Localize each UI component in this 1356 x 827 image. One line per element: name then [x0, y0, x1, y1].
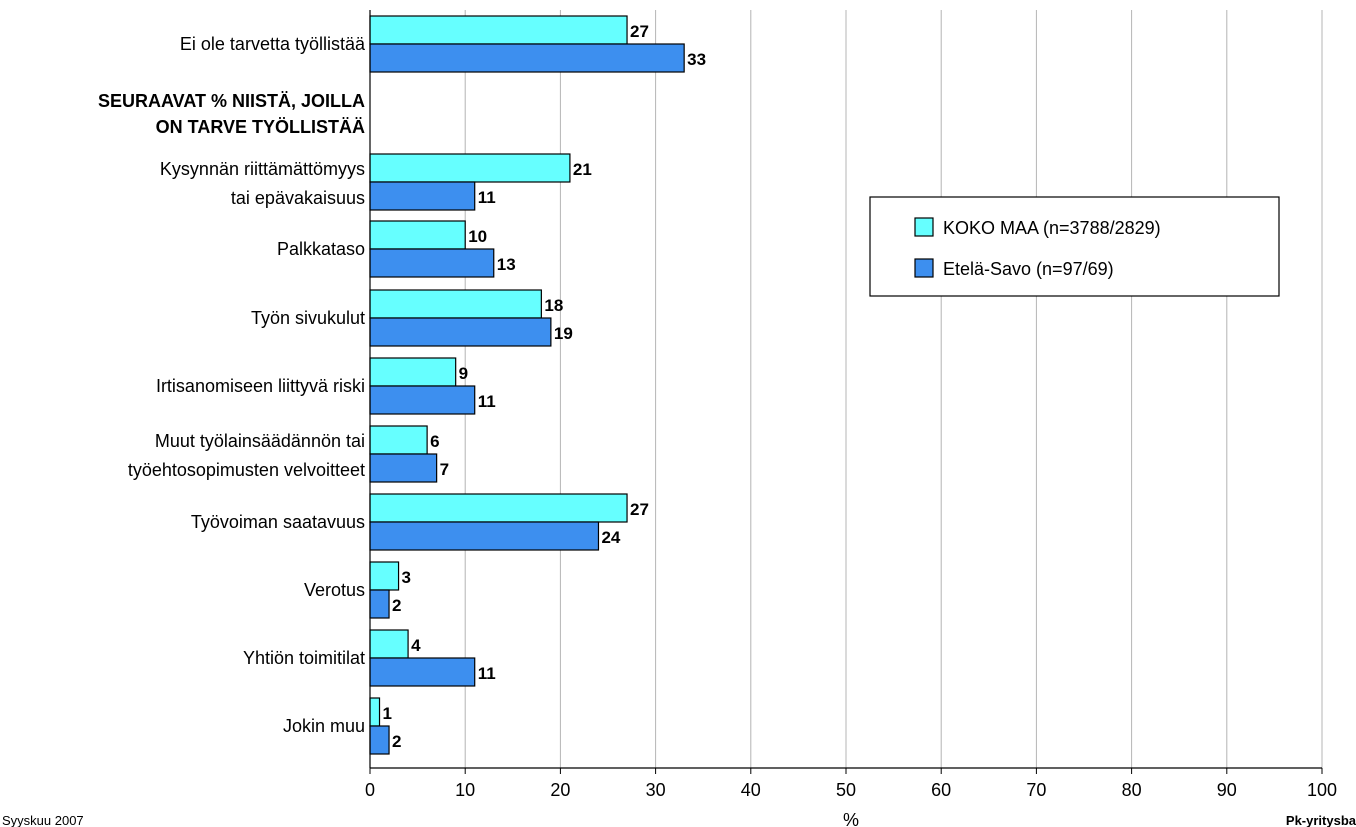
bar-koko-maa: [369, 357, 457, 387]
value-label: 4: [411, 636, 421, 655]
bar-etela-savo: [369, 589, 390, 619]
x-tick-label: 50: [836, 780, 856, 800]
value-label: 11: [478, 188, 496, 207]
x-tick-label: 90: [1217, 780, 1237, 800]
value-label: 19: [554, 324, 573, 343]
x-tick-labels: 0 10 20 30 40 50 60 70 80 90 100: [365, 780, 1337, 800]
value-label: 24: [601, 528, 620, 547]
category-label: Työvoiman saatavuus: [191, 512, 365, 532]
bar-etela-savo: [369, 317, 552, 347]
value-label: 11: [478, 392, 496, 411]
bars: [369, 15, 685, 755]
bar-etela-savo: [369, 657, 476, 687]
value-label: 3: [402, 568, 411, 587]
footer-date: Syyskuu 2007: [2, 813, 84, 827]
value-label: 6: [430, 432, 439, 451]
x-tick-label: 0: [365, 780, 375, 800]
value-label: 18: [544, 296, 563, 315]
bar-etela-savo: [369, 43, 685, 73]
category-labels: Ei ole tarvetta työllistää Kysynnän riitt…: [128, 34, 366, 736]
value-label: 13: [497, 255, 516, 274]
category-label: Yhtiön toimitilat: [243, 648, 365, 668]
category-label: Palkkataso: [277, 239, 365, 259]
bar-etela-savo: [369, 385, 476, 415]
footer-source: Pk-yritysba: [1286, 813, 1356, 827]
x-axis-title: %: [843, 810, 859, 827]
bar-koko-maa: [369, 220, 466, 250]
x-tick-label: 60: [931, 780, 951, 800]
section-heading: SEURAAVAT % NIISTÄ, JOILLA ON TARVE TYÖLL…: [98, 91, 365, 137]
value-label: 1: [383, 704, 392, 723]
gridlines: [464, 10, 1323, 768]
value-label: 2: [392, 596, 401, 615]
value-label: 27: [630, 22, 649, 41]
value-label: 33: [687, 50, 706, 69]
category-label: Muut työlainsäädännön tai työehtosopimust…: [128, 431, 365, 480]
bar-koko-maa: [369, 493, 628, 523]
legend-label: KOKO MAA (n=3788/2829): [943, 218, 1161, 238]
bar-etela-savo: [369, 248, 495, 278]
x-tick-label: 10: [455, 780, 475, 800]
bar-etela-savo: [369, 521, 600, 551]
bar-etela-savo: [369, 725, 390, 755]
bar-koko-maa: [369, 629, 409, 659]
value-label: 7: [440, 460, 449, 479]
bar-etela-savo: [369, 181, 476, 211]
value-label: 9: [459, 364, 468, 383]
legend-box: [869, 196, 1280, 297]
x-tick-label: 30: [646, 780, 666, 800]
bar-koko-maa: [369, 697, 381, 727]
x-tick-label: 100: [1307, 780, 1337, 800]
x-tick-label: 80: [1122, 780, 1142, 800]
bar-koko-maa: [369, 15, 628, 45]
value-label: 21: [573, 160, 592, 179]
bar-koko-maa: [369, 153, 571, 183]
bar-koko-maa: [369, 289, 542, 319]
category-label: Työn sivukulut: [251, 308, 365, 328]
category-label: Irtisanomiseen liittyvä riski: [156, 376, 365, 396]
category-label: Ei ole tarvetta työllistää: [180, 34, 366, 54]
bar-koko-maa: [369, 561, 400, 591]
bar-etela-savo: [369, 453, 438, 483]
x-tick-label: 40: [741, 780, 761, 800]
value-label: 27: [630, 500, 649, 519]
category-label: Kysynnän riittämättömyys tai epävakaisuus: [160, 159, 365, 208]
value-label: 2: [392, 732, 401, 751]
value-label: 11: [478, 664, 496, 683]
category-label: Jokin muu: [283, 716, 365, 736]
bar-koko-maa: [369, 425, 428, 455]
legend-swatch: [914, 217, 934, 237]
x-tick-label: 70: [1026, 780, 1046, 800]
category-label: Verotus: [304, 580, 365, 600]
legend-swatch: [914, 258, 934, 278]
legend-label: Etelä-Savo (n=97/69): [943, 259, 1114, 279]
legend: KOKO MAA (n=3788/2829) Etelä-Savo (n=97/6…: [869, 196, 1280, 297]
axes: [369, 10, 1323, 774]
value-label: 10: [468, 227, 487, 246]
x-tick-label: 20: [550, 780, 570, 800]
